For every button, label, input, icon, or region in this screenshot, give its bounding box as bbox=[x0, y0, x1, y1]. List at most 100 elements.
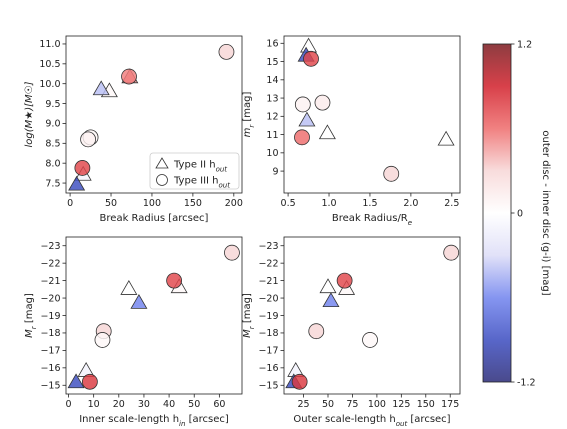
markers bbox=[67, 244, 240, 390]
y-tick-label: 9 bbox=[272, 166, 278, 177]
x-axis-label: Inner scale-length hin [arcsec] bbox=[79, 414, 229, 428]
type-iii-point bbox=[80, 131, 97, 148]
type-iii-point bbox=[74, 160, 91, 176]
scatter-panel-1: 0 50 100 150 200 7.5 8.0 8.5 9.0 9.5 10.0 10.5 11.0 B… bbox=[24, 35, 243, 224]
y-tick-label: −22 bbox=[258, 258, 278, 269]
plot-frame bbox=[283, 236, 461, 395]
type-ii-point bbox=[437, 130, 455, 146]
y-tick-label: −20 bbox=[258, 293, 278, 304]
y-tick-label: −17 bbox=[258, 346, 278, 357]
y-tick-label: 8.0 bbox=[45, 158, 60, 169]
y-axis-label: Mr [mag] bbox=[242, 293, 256, 338]
legend-label-type-ii: Type II hout bbox=[173, 160, 227, 174]
x-tick-label: 50 bbox=[188, 399, 200, 410]
type-iii-point bbox=[81, 373, 98, 390]
x-tick-label: 50 bbox=[105, 198, 117, 209]
x-tick-label: 50 bbox=[322, 399, 334, 410]
colorbar-tick-label: 1.2 bbox=[517, 39, 532, 50]
type-iii-point bbox=[336, 272, 353, 289]
scatter-panel-3: 0 10 20 30 40 50 60 −15 −16 −17 −18 −19 −20 −21 −22 −23… bbox=[24, 236, 243, 428]
y-tick-label: −20 bbox=[40, 293, 60, 304]
y-tick-label: 8.5 bbox=[45, 139, 60, 150]
y-tick-label: 12 bbox=[266, 112, 278, 123]
markers bbox=[68, 43, 235, 191]
y-tick-label: −21 bbox=[258, 276, 278, 287]
colorbar: 1.2 0 -1.2 outer disc - inner disc (g-i) [m… bbox=[482, 39, 551, 388]
x-axis-label: Outer scale-length hout [arcsec] bbox=[293, 414, 450, 428]
type-iii-point bbox=[166, 272, 183, 289]
type-ii-point bbox=[319, 278, 337, 294]
x-tick-label: 30 bbox=[138, 399, 150, 410]
y-axis-label: mr [mag] bbox=[242, 91, 256, 137]
scatter-panel-2: 0.5 1.0 1.5 2.0 2.5 9 10 11 12 13 14 15 16 Break Radi… bbox=[242, 35, 461, 227]
markers bbox=[285, 244, 460, 390]
x-tick-label: 1.0 bbox=[321, 198, 336, 209]
x-tick-label: 100 bbox=[368, 399, 386, 410]
type-iii-point bbox=[224, 244, 240, 261]
type-ii-point bbox=[130, 293, 148, 309]
type-iii-point bbox=[383, 165, 400, 182]
type-iii-point bbox=[121, 68, 137, 85]
x-tick-label: 25 bbox=[298, 399, 310, 410]
y-tick-label: −15 bbox=[258, 381, 278, 392]
x-tick-label: 2.0 bbox=[403, 198, 418, 209]
type-ii-point bbox=[298, 111, 316, 127]
y-axis-label: Mr [mag] bbox=[24, 293, 38, 338]
type-iii-point bbox=[218, 43, 235, 60]
x-tick-label: 150 bbox=[184, 198, 202, 209]
y-tick-label: −21 bbox=[40, 276, 60, 287]
x-tick-label: 125 bbox=[392, 399, 410, 410]
y-tick-label: 9.0 bbox=[45, 119, 60, 130]
type-iii-point bbox=[294, 129, 310, 146]
type-iii-point bbox=[362, 332, 378, 348]
colorbar-tick-label: 0 bbox=[517, 208, 523, 219]
legend-triangle-marker bbox=[155, 157, 169, 169]
y-tick-label: −23 bbox=[258, 241, 278, 252]
y-tick-label: −15 bbox=[40, 381, 60, 392]
x-tick-label: 0 bbox=[65, 399, 71, 410]
y-tick-label: 9.5 bbox=[45, 99, 60, 110]
x-tick-label: 0.5 bbox=[281, 198, 296, 209]
x-tick-label: 0 bbox=[67, 198, 73, 209]
legend-label-type-iii: Type III hout bbox=[173, 176, 230, 190]
y-tick-label: −18 bbox=[258, 328, 278, 339]
y-tick-label: −16 bbox=[258, 363, 278, 374]
colorbar-label: outer disc - inner disc (g-i) [mag] bbox=[540, 130, 551, 295]
x-tick-label: 1.5 bbox=[362, 198, 377, 209]
markers bbox=[294, 37, 455, 182]
y-tick-label: 16 bbox=[266, 39, 278, 50]
legend-circle-marker bbox=[156, 174, 168, 186]
type-iii-point bbox=[443, 244, 460, 261]
colorbar-gradient bbox=[482, 43, 512, 383]
type-ii-point bbox=[120, 280, 138, 295]
type-ii-point bbox=[322, 292, 340, 308]
x-axis-label: Break Radius [arcsec] bbox=[100, 213, 209, 224]
y-tick-label: −19 bbox=[258, 311, 278, 322]
y-tick-label: 15 bbox=[266, 57, 278, 68]
y-tick-label: −19 bbox=[40, 311, 60, 322]
x-tick-label: 2.5 bbox=[444, 198, 459, 209]
type-iii-point bbox=[308, 323, 325, 340]
y-tick-label: 10.5 bbox=[39, 59, 60, 70]
type-ii-point bbox=[68, 175, 86, 191]
y-tick-label: −22 bbox=[40, 258, 60, 269]
type-iii-point bbox=[294, 96, 311, 113]
x-tick-label: 60 bbox=[213, 399, 225, 410]
x-tick-label: 75 bbox=[346, 399, 358, 410]
legend: Type II hout Type III hout bbox=[149, 152, 240, 190]
type-iii-point bbox=[303, 50, 319, 67]
y-tick-label: 11 bbox=[266, 130, 278, 141]
type-ii-point bbox=[92, 80, 110, 96]
x-tick-label: 200 bbox=[225, 198, 243, 209]
y-tick-label: 10 bbox=[266, 148, 278, 159]
scatter-panel-4: 25 50 75 100 125 150 175 −15 −16 −17 −18 −19 −20 −21 −… bbox=[242, 236, 461, 428]
type-iii-point bbox=[94, 332, 111, 348]
y-tick-label: −17 bbox=[40, 346, 60, 357]
y-axis-label: log(M★)[M☉] bbox=[24, 81, 35, 147]
y-tick-label: −18 bbox=[40, 328, 60, 339]
type-iii-point bbox=[314, 94, 331, 111]
plot-frame bbox=[65, 236, 243, 395]
x-tick-label: 20 bbox=[113, 399, 125, 410]
y-tick-label: −16 bbox=[40, 363, 60, 374]
x-tick-label: 175 bbox=[441, 399, 459, 410]
